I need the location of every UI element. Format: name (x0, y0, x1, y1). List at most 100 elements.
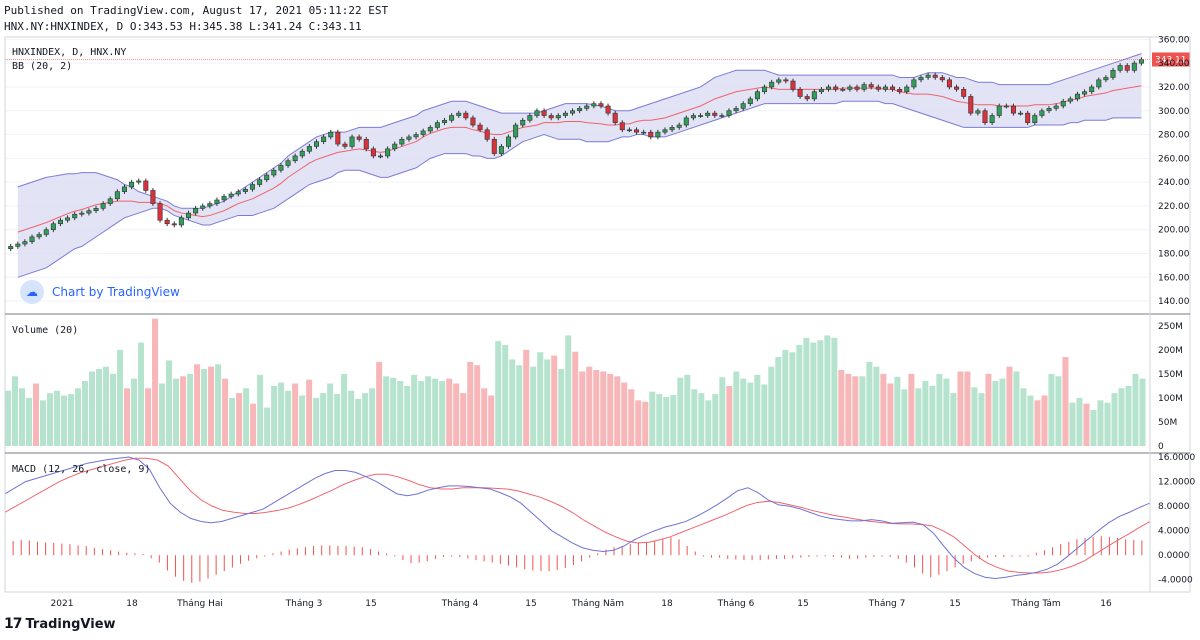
volume-bar (754, 374, 761, 446)
volume-bar (488, 395, 495, 446)
time-axis-label: 15 (797, 599, 808, 609)
volume-bar (383, 376, 390, 446)
candle-body (356, 136, 362, 140)
volume-bar (19, 388, 26, 446)
candle-body (470, 117, 476, 126)
volume-bar (845, 373, 852, 446)
candle-body (1138, 59, 1144, 64)
volume-bar (719, 377, 726, 446)
candle-body (1074, 93, 1080, 100)
volume-tick-label: 0 (1158, 442, 1164, 452)
candle-body (811, 91, 817, 100)
volume-bar (432, 378, 439, 446)
candle-body (520, 119, 526, 126)
volume-bar (698, 393, 705, 446)
volume-bar (565, 335, 572, 446)
volume-bar (418, 381, 425, 446)
volume-tick-label: 150M (1158, 370, 1183, 380)
candle-body (690, 115, 696, 119)
volume-bar (817, 340, 824, 446)
macd-tick-label: 16.0000 (1158, 453, 1195, 463)
candle-body (698, 115, 704, 117)
candle-body (939, 77, 945, 81)
volume-bar (1076, 397, 1083, 446)
candle-body (712, 112, 718, 116)
volume-bar (943, 378, 950, 446)
candle-body (15, 243, 21, 247)
volume-bar (264, 407, 271, 446)
time-axis-label: 18 (126, 599, 138, 609)
candle-body (555, 115, 561, 119)
volume-bar (397, 381, 404, 446)
candle-body (754, 91, 760, 100)
volume-bar (495, 341, 502, 446)
tradingview-cloud-icon: ☁ (20, 280, 44, 304)
candle-body (328, 131, 334, 138)
candle-body (954, 86, 960, 90)
volume-bar (124, 388, 131, 446)
candle-body (86, 210, 92, 214)
volume-bar (1027, 395, 1034, 446)
candle-body (513, 124, 519, 138)
candle-body (790, 80, 796, 90)
volume-bar (824, 335, 831, 446)
time-axis-label: 15 (525, 599, 536, 609)
volume-bar (404, 385, 411, 446)
volume-bar (166, 360, 173, 446)
volume-bar (159, 383, 166, 446)
volume-bar (173, 378, 180, 446)
candle-body (214, 199, 220, 204)
volume-bar (236, 393, 243, 446)
volume-bar (229, 397, 236, 446)
volume-bar (530, 366, 537, 446)
price-tick-label: 280.00 (1158, 131, 1190, 141)
volume-bar (831, 337, 838, 446)
candle-body (612, 112, 618, 123)
volume-pane (5, 318, 1146, 446)
candle-body (1003, 105, 1009, 108)
volume-bar (362, 393, 369, 446)
volume-bar (887, 383, 894, 446)
macd-line (4, 456, 1151, 580)
candle-body (882, 86, 888, 90)
volume-bar (1125, 385, 1132, 446)
volume-bar (523, 349, 530, 446)
candle-body (150, 190, 156, 204)
candle-body (598, 103, 604, 107)
candle-body (335, 131, 341, 145)
candle-body (769, 81, 775, 88)
volume-bar (908, 373, 915, 446)
volume-bar (390, 377, 397, 446)
tradingview-watermark[interactable]: ☁ Chart by TradingView (20, 280, 180, 304)
volume-bar (621, 382, 628, 446)
candle-body (22, 241, 28, 245)
volume-bar (915, 388, 922, 446)
candle-body (114, 191, 120, 200)
candle-body (1046, 108, 1052, 112)
volume-bar (299, 395, 306, 446)
candle-body (370, 148, 376, 157)
candle-body (285, 160, 291, 166)
volume-bar (600, 371, 607, 446)
candle-body (1110, 70, 1116, 78)
candle-body (982, 110, 988, 123)
volume-bar (803, 337, 810, 446)
time-axis-label: 15 (949, 599, 960, 609)
macd-pane-title: MACD (12, 26, close, 9) (12, 464, 150, 475)
candle-body (1103, 77, 1109, 81)
candle-body (534, 110, 540, 116)
candle-body (321, 136, 327, 142)
price-tick-label: 320.00 (1158, 83, 1190, 93)
volume-bar (341, 373, 348, 446)
volume-bar (838, 370, 845, 446)
volume-bar (999, 378, 1006, 446)
macd-tick-label: -4.0000 (1158, 576, 1193, 586)
candle-body (719, 115, 725, 117)
volume-bar (369, 388, 376, 446)
volume-bar (880, 373, 887, 446)
volume-bar (733, 371, 740, 446)
footer-brand[interactable]: 17 TradingView (4, 616, 116, 632)
volume-bar (61, 395, 68, 446)
macd-tick-label: 4.0000 (1158, 527, 1190, 537)
candle-body (164, 219, 170, 225)
